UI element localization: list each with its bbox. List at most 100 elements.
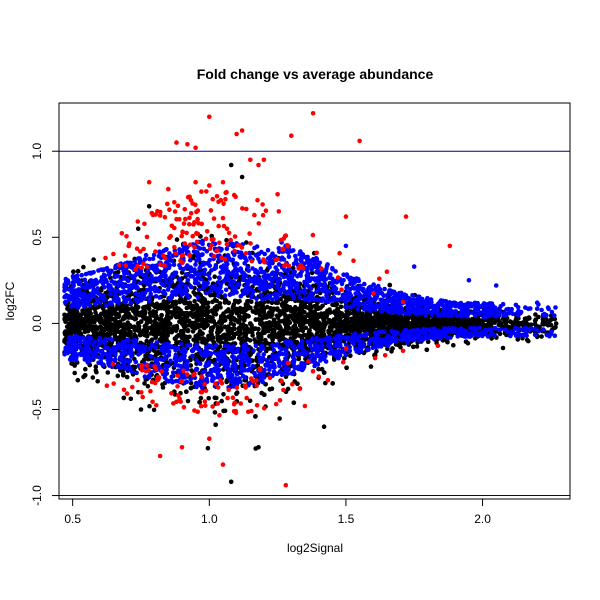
black-series-point xyxy=(128,329,133,335)
black-series-point xyxy=(274,307,280,312)
black-series-point xyxy=(366,313,372,319)
black-series-point xyxy=(247,398,253,404)
black-series-point xyxy=(212,274,217,280)
black-series-point xyxy=(69,361,74,366)
black-series-point xyxy=(270,331,275,336)
black-series-point xyxy=(217,320,222,325)
black-series-point xyxy=(238,331,244,336)
black-series-point xyxy=(178,308,183,313)
black-series-point xyxy=(185,398,191,404)
black-series-point xyxy=(319,314,324,319)
black-series-point xyxy=(232,298,238,304)
black-series-point xyxy=(123,323,128,329)
black-series-point xyxy=(126,315,131,320)
black-series-point xyxy=(314,331,320,337)
black-series-point xyxy=(253,305,258,310)
black-series-point xyxy=(96,317,101,323)
black-series-point xyxy=(283,314,288,320)
black-series-point xyxy=(316,366,321,372)
black-series-point xyxy=(95,304,101,310)
black-series-point xyxy=(116,321,121,327)
black-series-point xyxy=(283,321,288,327)
black-series-point xyxy=(229,330,235,336)
black-series-point xyxy=(100,328,105,334)
black-series-point xyxy=(361,315,366,320)
black-series-point xyxy=(92,329,97,335)
black-series-point xyxy=(221,392,226,397)
black-series-point xyxy=(157,322,162,328)
black-series-point xyxy=(216,338,222,344)
black-series-point xyxy=(265,299,271,304)
black-series-point xyxy=(508,325,514,331)
black-series-point xyxy=(205,304,211,310)
black-series-point xyxy=(361,324,367,329)
black-series-point xyxy=(212,395,218,401)
black-series-point xyxy=(221,318,227,323)
black-series-point xyxy=(339,311,345,316)
black-series-point xyxy=(429,320,434,326)
black-series-point xyxy=(102,313,108,319)
black-series-point xyxy=(500,345,506,351)
black-series-point xyxy=(244,240,249,245)
black-series-point xyxy=(82,373,88,378)
black-series-point xyxy=(211,339,216,345)
black-series-point xyxy=(473,317,478,322)
black-series-point xyxy=(221,335,227,341)
black-series-point xyxy=(279,319,285,324)
black-series-point xyxy=(212,410,218,415)
black-series-point xyxy=(219,398,224,404)
black-series-point xyxy=(254,301,260,306)
black-series-point xyxy=(81,264,86,270)
black-series-point xyxy=(241,323,246,329)
black-series-point xyxy=(287,313,293,319)
reference-lines xyxy=(59,150,570,497)
data-points xyxy=(62,111,559,488)
black-series-point xyxy=(209,332,214,337)
black-series-point xyxy=(252,337,257,342)
black-series-point xyxy=(536,314,541,320)
black-series-point xyxy=(521,320,526,325)
black-series-point xyxy=(269,323,274,328)
black-series-point xyxy=(78,331,83,337)
black-series-point xyxy=(112,323,117,329)
black-series-point xyxy=(236,319,242,325)
black-series-point xyxy=(217,301,223,306)
black-series-point xyxy=(260,329,266,335)
black-series-point xyxy=(141,327,147,333)
black-series-point xyxy=(106,313,112,319)
black-series-point xyxy=(199,305,205,310)
black-series-point xyxy=(274,334,279,340)
black-series-point xyxy=(243,313,249,318)
black-series-point xyxy=(109,307,115,312)
black-series-point xyxy=(148,313,153,318)
black-series-point xyxy=(172,327,178,332)
x-axis-label: log2Signal xyxy=(287,541,343,555)
black-series-point xyxy=(344,316,349,321)
black-series-point xyxy=(141,305,146,310)
black-series-point xyxy=(387,282,393,288)
black-series-point xyxy=(204,300,209,306)
black-series-point xyxy=(121,395,127,401)
black-series-point xyxy=(151,326,157,332)
black-series-point xyxy=(451,343,456,348)
black-series-point xyxy=(296,356,302,362)
black-series-point xyxy=(205,445,211,451)
black-series-point xyxy=(305,333,310,338)
black-series-point xyxy=(182,323,188,328)
black-series-point xyxy=(198,395,204,401)
black-series-point xyxy=(242,330,248,336)
black-series-point xyxy=(142,381,147,386)
black-series-point xyxy=(91,257,96,262)
black-series-point xyxy=(483,323,488,328)
black-series-point xyxy=(155,327,161,333)
black-series-point xyxy=(389,321,394,327)
black-series-point xyxy=(414,344,420,349)
black-series xyxy=(62,162,559,485)
black-series-point xyxy=(137,312,142,318)
black-series-point xyxy=(208,336,214,342)
black-series-point xyxy=(200,336,206,341)
black-series-point xyxy=(313,323,319,329)
black-series-point xyxy=(208,292,213,298)
black-series-point xyxy=(365,327,371,333)
